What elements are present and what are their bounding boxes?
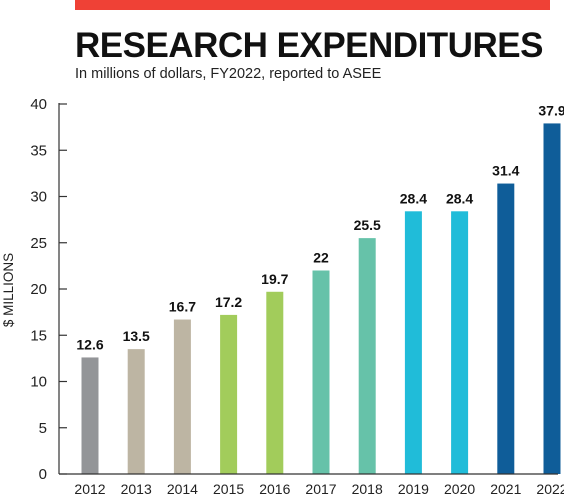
x-tick-label-2021: 2021 bbox=[490, 481, 521, 497]
x-tick-label-2019: 2019 bbox=[398, 481, 429, 497]
x-tick-label-2017: 2017 bbox=[305, 481, 336, 497]
value-label-2014: 16.7 bbox=[169, 299, 196, 315]
x-tick-label-2022: 2022 bbox=[536, 481, 564, 497]
y-tick-label: 35 bbox=[30, 142, 47, 159]
x-tick-label-2014: 2014 bbox=[167, 481, 198, 497]
x-tick-label-2020: 2020 bbox=[444, 481, 475, 497]
y-axis-title: $ MILLIONS bbox=[1, 253, 16, 327]
value-label-2013: 13.5 bbox=[123, 328, 150, 344]
value-label-2018: 25.5 bbox=[354, 217, 381, 233]
value-label-2017: 22 bbox=[313, 250, 329, 266]
x-axis: 2012 2013 2014 2015 2016 2017 2018 2019 2020 2021… bbox=[59, 473, 564, 497]
chart-subtitle: In millions of dollars, FY2022, reported… bbox=[75, 66, 382, 82]
y-tick-label: 25 bbox=[30, 235, 47, 252]
y-tick-label: 5 bbox=[39, 420, 47, 437]
y-tick-label: 20 bbox=[30, 281, 47, 298]
value-label-2020: 28.4 bbox=[446, 190, 473, 206]
x-tick-label-2016: 2016 bbox=[259, 481, 290, 497]
bar-2017 bbox=[312, 270, 330, 474]
value-label-2022: 37.9 bbox=[538, 102, 564, 118]
bar-2012 bbox=[81, 357, 99, 474]
bar-2020 bbox=[451, 211, 469, 475]
x-tick-label-2013: 2013 bbox=[121, 481, 152, 497]
bar-2016 bbox=[266, 291, 284, 474]
y-tick-label: 10 bbox=[30, 374, 47, 391]
y-tick-label: 15 bbox=[30, 327, 47, 344]
bar-2018 bbox=[358, 238, 376, 474]
value-label-2015: 17.2 bbox=[215, 294, 242, 310]
x-tick-label-2015: 2015 bbox=[213, 481, 244, 497]
value-label-2012: 12.6 bbox=[76, 336, 103, 352]
bar-2022 bbox=[543, 123, 561, 475]
value-label-2019: 28.4 bbox=[400, 190, 427, 206]
bars: 12.6 13.5 16.7 17.2 19.7 22 25.5 28.4 28.4 31.4 37… bbox=[76, 102, 564, 475]
bar-2015 bbox=[220, 314, 238, 474]
x-tick-label-2018: 2018 bbox=[352, 481, 383, 497]
bar-2014 bbox=[173, 319, 191, 474]
x-tick-label-2012: 2012 bbox=[74, 481, 105, 497]
bar-2013 bbox=[127, 349, 145, 474]
bar-2021 bbox=[497, 183, 515, 475]
top-accent-rule bbox=[75, 0, 550, 10]
y-tick-label: 0 bbox=[39, 466, 47, 483]
y-tick-label: 40 bbox=[30, 96, 47, 113]
bar-2019 bbox=[404, 211, 422, 475]
value-label-2016: 19.7 bbox=[261, 271, 288, 287]
y-axis: 0 5 10 15 20 25 30 35 40 bbox=[30, 96, 67, 483]
chart-title: RESEARCH EXPENDITURES bbox=[75, 26, 543, 65]
value-label-2021: 31.4 bbox=[492, 163, 519, 179]
y-tick-label: 30 bbox=[30, 189, 47, 206]
